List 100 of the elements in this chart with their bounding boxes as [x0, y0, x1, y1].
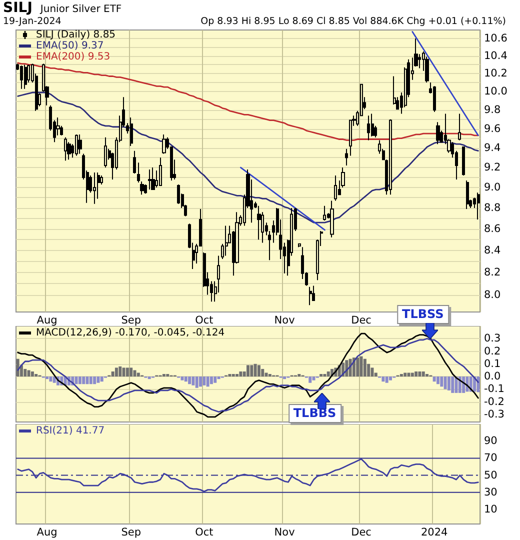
bar [320, 374, 323, 377]
bar [52, 376, 56, 383]
y-tick-label: 9.8 [484, 104, 501, 116]
text: Op 8.93 Hi 8.95 Lo 8.69 Cl 8.85 Vol 884.6K Chg +0.01 (+0.11%) [200, 16, 506, 28]
annotation: TLBBS [288, 404, 342, 423]
bar [30, 371, 34, 377]
candlestick [140, 180, 144, 196]
bar [323, 374, 326, 377]
bar [436, 376, 440, 384]
y-tick-label: 9.4 [484, 142, 502, 154]
candlestick [462, 146, 465, 176]
x-tick-label: Nov [274, 526, 295, 538]
chart-subtitle: Junior Silver ETF [40, 3, 122, 17]
bar [133, 370, 136, 377]
bar [418, 371, 422, 377]
bar [410, 372, 414, 377]
bar [217, 376, 220, 380]
bar [385, 376, 388, 383]
bar [432, 376, 436, 382]
bar [268, 374, 272, 377]
bar [451, 376, 454, 393]
x-tick-label: Aug [36, 526, 58, 538]
y-tick-label: 0.3 [484, 332, 501, 345]
candlestick [144, 184, 147, 194]
y-tick-label: 0.1 [484, 358, 501, 370]
bar [46, 376, 49, 380]
text: 19-Jan-2024 [3, 16, 62, 28]
bar [298, 374, 301, 377]
y-tick-label: 10.6 [484, 32, 508, 45]
bar [16, 358, 20, 377]
y-tick-label: 8.0 [484, 288, 501, 301]
bar [192, 376, 195, 386]
y-tick-label: 10 [484, 503, 498, 516]
bar [148, 376, 151, 380]
candlestick [177, 184, 180, 204]
bar [370, 368, 374, 377]
bar [254, 364, 257, 377]
candlestick [24, 64, 27, 90]
y-tick-label: 9.6 [484, 122, 502, 135]
bar [136, 372, 140, 377]
bar [283, 376, 286, 380]
line-series [17, 458, 479, 492]
bar [82, 376, 86, 384]
candlestick [323, 205, 326, 221]
y-tick-label: 50 [484, 469, 498, 482]
bar [206, 376, 210, 387]
x-tick-label: 2024 [420, 526, 448, 538]
bar [166, 374, 170, 377]
bar [180, 376, 184, 380]
chart-title: SILJ [3, 0, 32, 16]
candlestick [64, 136, 67, 162]
bar [326, 371, 330, 377]
bar [363, 358, 366, 377]
bar [232, 374, 235, 377]
candlestick [330, 200, 334, 238]
candlestick [78, 134, 82, 154]
y-tick-label: 10.0 [484, 86, 508, 98]
bar [111, 371, 114, 377]
x-tick-label: Dec [351, 314, 372, 326]
bar [34, 374, 38, 377]
candlestick [371, 113, 374, 137]
candlestick [458, 113, 461, 141]
bar [195, 376, 198, 388]
bar [24, 368, 27, 377]
x-tick-label: Nov [274, 314, 295, 326]
bar [184, 376, 188, 382]
bar [264, 372, 268, 377]
bar [118, 366, 122, 377]
candlestick [466, 180, 469, 210]
x-tick-label: Aug [36, 314, 58, 326]
bar [382, 376, 385, 382]
bar [400, 374, 403, 377]
candlestick [133, 150, 136, 174]
candlestick [389, 118, 392, 196]
bar [126, 368, 129, 377]
line-series [17, 92, 479, 224]
y-tick-label: 70 [484, 452, 498, 464]
y-tick-label: 9.2 [484, 162, 501, 174]
bar [407, 372, 410, 377]
bar [228, 374, 232, 377]
bar [214, 376, 217, 383]
y-tick-label: 10.2 [484, 68, 508, 80]
candlestick [93, 172, 96, 204]
legend-label: SILJ (Daily) 8.85 [36, 30, 116, 40]
bar [312, 376, 316, 380]
candlestick [75, 134, 78, 156]
y-tick-label: 8.8 [484, 202, 501, 214]
x-tick-label: Dec [351, 526, 372, 538]
y-tick-label: 10.4 [484, 50, 508, 62]
bar [74, 376, 78, 384]
y-tick-label: 8.6 [484, 222, 502, 235]
bar [49, 376, 52, 382]
candlestick [433, 86, 436, 112]
candlestick [298, 243, 301, 248]
bar [356, 358, 360, 377]
candlestick [67, 142, 71, 160]
bar [239, 371, 242, 377]
bar [199, 376, 202, 387]
candlestick [477, 192, 480, 220]
x-tick-label: Sep [121, 526, 142, 538]
